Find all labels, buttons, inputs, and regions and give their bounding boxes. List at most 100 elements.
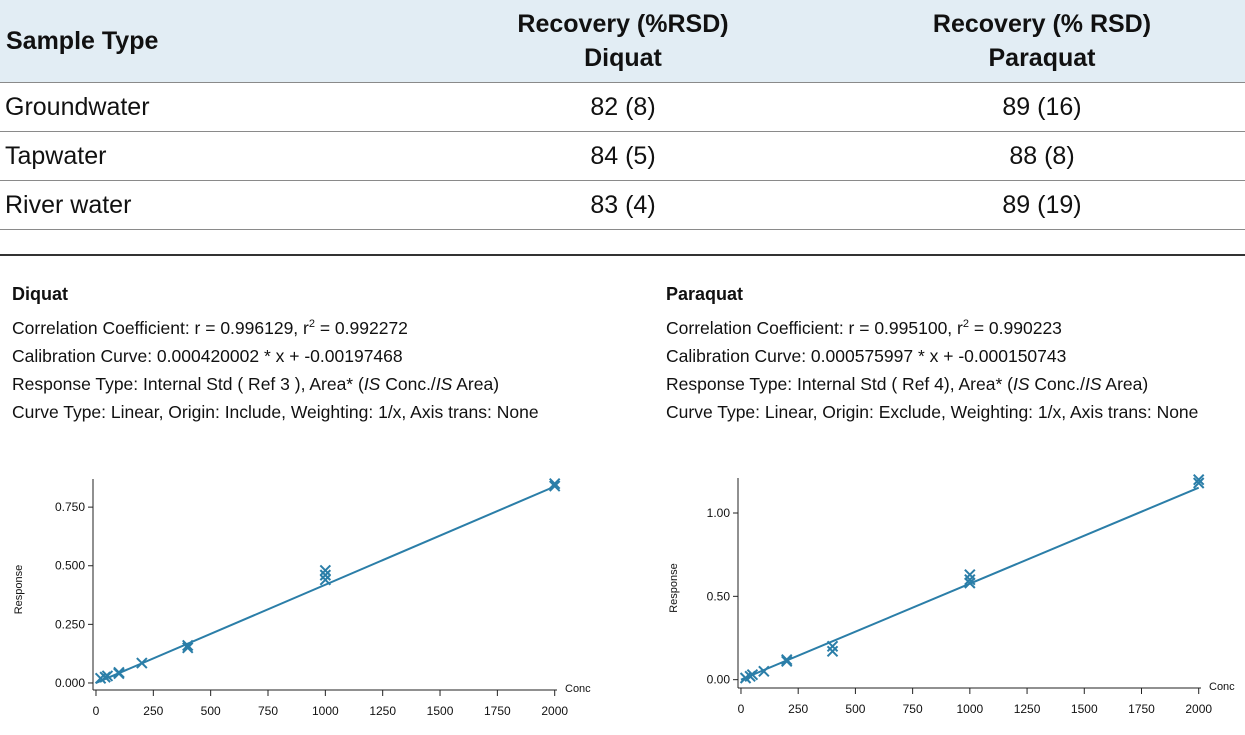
cell: 82 (8) bbox=[407, 82, 839, 132]
x-tick-label: 750 bbox=[258, 704, 278, 718]
table-row: Tapwater 84 (5) 88 (8) bbox=[0, 131, 1245, 181]
x-tick-label: 250 bbox=[788, 702, 808, 716]
italic-text: IS bbox=[1084, 374, 1102, 394]
data-point bbox=[319, 569, 332, 581]
cell: 88 (8) bbox=[839, 131, 1245, 181]
text: Response Type: Internal Std ( Ref 4), Ar… bbox=[666, 374, 1013, 394]
y-tick-label: 0.00 bbox=[707, 673, 731, 687]
x-tick-label: 500 bbox=[201, 704, 221, 718]
x-tick-label: 1750 bbox=[484, 704, 511, 718]
data-point bbox=[101, 670, 114, 682]
header-text: Diquat bbox=[584, 44, 662, 72]
y-tick-label: 0.50 bbox=[707, 589, 731, 603]
text: Conc./ bbox=[380, 374, 436, 394]
correlation-line: Correlation Coefficient: r = 0.995100, r… bbox=[666, 314, 1198, 342]
italic-text: IS bbox=[363, 374, 381, 394]
data-point bbox=[319, 564, 332, 577]
cell: 89 (19) bbox=[839, 180, 1245, 230]
data-point bbox=[548, 480, 561, 492]
x-tick-label: 2000 bbox=[541, 704, 568, 718]
x-tick-label: 1500 bbox=[1071, 702, 1098, 716]
data-point bbox=[781, 653, 793, 666]
calibration-panel: Paraquat Correlation Coefficient: r = 0.9… bbox=[666, 280, 1198, 426]
cell: Tapwater bbox=[0, 131, 407, 181]
data-point bbox=[964, 577, 976, 589]
cell: River water bbox=[0, 180, 407, 230]
response-line: Response Type: Internal Std ( Ref 4), Ar… bbox=[666, 370, 1198, 398]
x-tick-label: 250 bbox=[143, 704, 163, 718]
y-axis-label: Response bbox=[668, 563, 680, 613]
data-point bbox=[548, 477, 561, 490]
data-point bbox=[964, 568, 976, 581]
y-tick-label: 0.500 bbox=[55, 559, 85, 573]
data-point bbox=[758, 665, 770, 678]
table-row: Groundwater 82 (8) 89 (16) bbox=[0, 82, 1245, 132]
panel-title: Paraquat bbox=[666, 284, 744, 304]
text: Correlation Coefficient: r = 0.995100, r bbox=[666, 318, 963, 338]
cell: 84 (5) bbox=[407, 131, 839, 181]
spacer-row bbox=[0, 229, 1245, 256]
text: Correlation Coefficient: r = 0.996129, r bbox=[12, 318, 309, 338]
text: Conc./ bbox=[1029, 374, 1085, 394]
data-point bbox=[113, 667, 125, 680]
header-text: Paraquat bbox=[988, 44, 1096, 72]
y-tick-label: 0.000 bbox=[55, 676, 85, 690]
text: = 0.990223 bbox=[968, 318, 1062, 338]
x-tick-label: 750 bbox=[903, 702, 923, 716]
data-point bbox=[182, 639, 194, 652]
header-text: Recovery (%RSD) bbox=[517, 10, 729, 38]
calibration-panel: Diquat Correlation Coefficient: r = 0.996… bbox=[12, 280, 539, 426]
cell: 89 (16) bbox=[839, 82, 1245, 132]
header-cell: Recovery (% RSD) Paraquat bbox=[839, 0, 1245, 83]
text: Area) bbox=[452, 374, 500, 394]
calibration-line: Calibration Curve: 0.000420002 * x + -0.… bbox=[12, 346, 403, 366]
x-axis-label: Conc bbox=[565, 683, 591, 695]
italic-text: IS bbox=[1012, 374, 1030, 394]
spacer bbox=[0, 229, 1245, 256]
data-point bbox=[781, 655, 793, 668]
y-tick-label: 0.750 bbox=[55, 500, 85, 514]
x-tick-label: 1750 bbox=[1128, 702, 1155, 716]
x-tick-label: 2000 bbox=[1185, 702, 1212, 716]
y-tick-label: 1.00 bbox=[707, 506, 731, 520]
fit-line bbox=[95, 485, 556, 684]
header-row: Sample Type Recovery (%RSD) Diquat Recove… bbox=[0, 0, 1245, 83]
header-text: Recovery (% RSD) bbox=[932, 10, 1152, 38]
cell: 83 (4) bbox=[407, 180, 839, 230]
text: Area) bbox=[1101, 374, 1149, 394]
x-axis-label: Conc bbox=[1209, 681, 1235, 693]
x-tick-label: 1500 bbox=[427, 704, 454, 718]
data-point bbox=[826, 645, 839, 658]
panel-title: Diquat bbox=[12, 284, 68, 304]
x-tick-label: 0 bbox=[93, 704, 100, 718]
x-tick-label: 500 bbox=[845, 702, 865, 716]
response-line: Response Type: Internal Std ( Ref 3 ), A… bbox=[12, 370, 539, 398]
data-point bbox=[746, 668, 759, 681]
x-tick-label: 0 bbox=[738, 702, 745, 716]
data-point bbox=[826, 640, 839, 653]
curve-line: Curve Type: Linear, Origin: Exclude, Wei… bbox=[666, 402, 1199, 422]
curve-line: Curve Type: Linear, Origin: Include, Wei… bbox=[12, 402, 539, 422]
y-axis-label: Response bbox=[13, 565, 25, 615]
recovery-table: Sample Type Recovery (%RSD) Diquat Recove… bbox=[0, 0, 1245, 256]
correlation-line: Correlation Coefficient: r = 0.996129, r… bbox=[12, 314, 539, 342]
table-row: River water 83 (4) 89 (19) bbox=[0, 180, 1245, 230]
y-tick-label: 0.250 bbox=[55, 617, 85, 631]
cell: Groundwater bbox=[0, 82, 407, 132]
superscript: 2 bbox=[962, 318, 969, 331]
header-cell: Sample Type bbox=[0, 0, 407, 83]
calibration-line: Calibration Curve: 0.000575997 * x + -0.… bbox=[666, 346, 1067, 366]
italic-text: IS bbox=[435, 374, 453, 394]
data-point bbox=[136, 657, 148, 669]
data-point bbox=[964, 573, 976, 586]
header-cell: Recovery (%RSD) Diquat bbox=[407, 0, 839, 83]
data-point bbox=[1193, 477, 1205, 489]
data-point bbox=[319, 574, 332, 586]
x-tick-label: 1000 bbox=[312, 704, 339, 718]
data-point bbox=[182, 642, 194, 654]
superscript: 2 bbox=[308, 318, 315, 331]
x-tick-label: 1250 bbox=[1014, 702, 1041, 716]
x-tick-label: 1000 bbox=[956, 702, 983, 716]
